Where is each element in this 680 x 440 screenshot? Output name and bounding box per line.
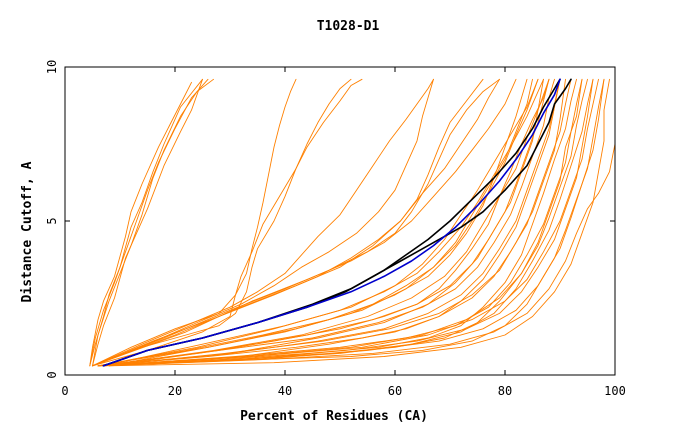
plot-series	[89, 78, 616, 367]
orange-series-line-35	[103, 78, 605, 367]
orange-series-line-29	[103, 78, 544, 367]
x-tick-labels: 0 20 40 60 80 100	[61, 384, 625, 398]
x-tick-label: 20	[168, 384, 182, 398]
orange-series-line-23	[97, 78, 544, 367]
orange-series-line-30	[103, 78, 539, 367]
x-tick-label: 40	[278, 384, 292, 398]
orange-series-line-31	[103, 78, 588, 367]
orange-series-line-9	[92, 78, 434, 367]
orange-series-line-38	[108, 78, 555, 367]
orange-series-line-32	[103, 78, 583, 367]
orange-series-line-34	[103, 78, 550, 367]
orange-series-line-33	[103, 78, 566, 367]
orange-series-line-28	[103, 78, 599, 367]
orange-series-line-18	[97, 78, 577, 367]
orange-series-line-21	[97, 78, 605, 367]
x-tick-label: 100	[604, 384, 626, 398]
y-tick-labels: 0 5 10	[45, 60, 59, 379]
orange-series-line-25	[97, 78, 561, 367]
x-tick-label: 0	[61, 384, 68, 398]
orange-series-line-3	[89, 78, 209, 367]
orange-series-line-11	[92, 78, 484, 367]
chart-title: T1028-D1	[317, 19, 380, 34]
orange-series-line-14	[92, 78, 517, 367]
y-tick-label: 5	[45, 217, 59, 224]
y-axis-label: Distance Cutoff, A	[20, 161, 35, 302]
orange-series-line-22	[97, 78, 528, 367]
orange-series-line-27	[103, 143, 616, 367]
y-tick-label: 0	[45, 371, 59, 378]
orange-series-line-6	[92, 78, 352, 367]
orange-series-line-7	[92, 78, 363, 367]
orange-series-line-26	[97, 78, 572, 367]
orange-series-line-5	[92, 78, 203, 367]
orange-series-line-8	[92, 78, 297, 367]
orange-series-line-1	[89, 81, 192, 367]
x-tick-label: 60	[388, 384, 402, 398]
orange-series-line-4	[92, 78, 214, 367]
orange-series-line-37	[108, 78, 610, 367]
axis-ticks	[64, 66, 616, 376]
orange-series-line-10	[92, 78, 434, 367]
orange-series-line-13	[92, 78, 500, 367]
y-tick-label: 10	[45, 60, 59, 74]
orange-series-line-39	[108, 78, 594, 367]
orange-series-line-36	[108, 78, 533, 367]
blue-series-line-1	[102, 78, 561, 367]
x-tick-label: 80	[498, 384, 512, 398]
x-axis-label: Percent of Residues (CA)	[240, 409, 428, 424]
orange-series-line-17	[97, 78, 561, 367]
